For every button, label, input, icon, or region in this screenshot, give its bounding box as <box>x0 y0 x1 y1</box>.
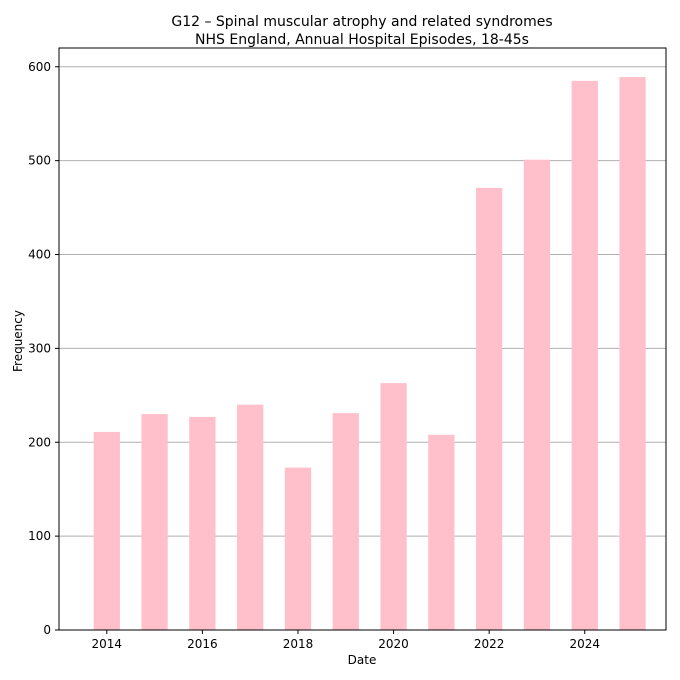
x-tick-label: 2020 <box>378 637 409 651</box>
bar-2021 <box>428 434 455 630</box>
y-tick-label: 200 <box>28 435 51 449</box>
bar-2022 <box>476 187 503 630</box>
y-axis-label: Frequency <box>11 310 25 372</box>
x-tick-label: 2014 <box>92 637 123 651</box>
x-tick-label: 2022 <box>474 637 505 651</box>
x-tick-label: 2016 <box>187 637 218 651</box>
y-tick-label: 300 <box>28 341 51 355</box>
bar-2016 <box>189 416 216 630</box>
x-tick-label: 2024 <box>569 637 600 651</box>
bar-2024 <box>571 80 598 630</box>
bar-2025 <box>619 77 646 631</box>
bar-2019 <box>332 413 359 630</box>
bar-2023 <box>523 159 551 630</box>
bar-2015 <box>141 414 168 630</box>
y-tick-label: 600 <box>28 60 51 74</box>
y-tick-label: 500 <box>28 154 51 168</box>
x-tick-label: 2018 <box>283 637 314 651</box>
bar-2020 <box>380 383 407 630</box>
chart-title: G12 – Spinal muscular atrophy and relate… <box>171 14 552 30</box>
bars <box>93 77 646 631</box>
y-axis: 0 100 200 300 400 500 600 <box>28 60 59 637</box>
x-axis: 2014 2016 2018 2020 2022 2024 <box>92 630 600 651</box>
y-tick-label: 400 <box>28 248 51 262</box>
bar-2017 <box>237 404 264 630</box>
chart-subtitle: NHS England, Annual Hospital Episodes, 1… <box>195 32 529 48</box>
bar-2014 <box>93 431 120 630</box>
y-tick-label: 0 <box>43 623 51 637</box>
y-tick-label: 100 <box>28 529 51 543</box>
plot-frame <box>58 47 667 631</box>
x-axis-label: Date <box>348 653 377 667</box>
bar-2018 <box>284 467 312 630</box>
